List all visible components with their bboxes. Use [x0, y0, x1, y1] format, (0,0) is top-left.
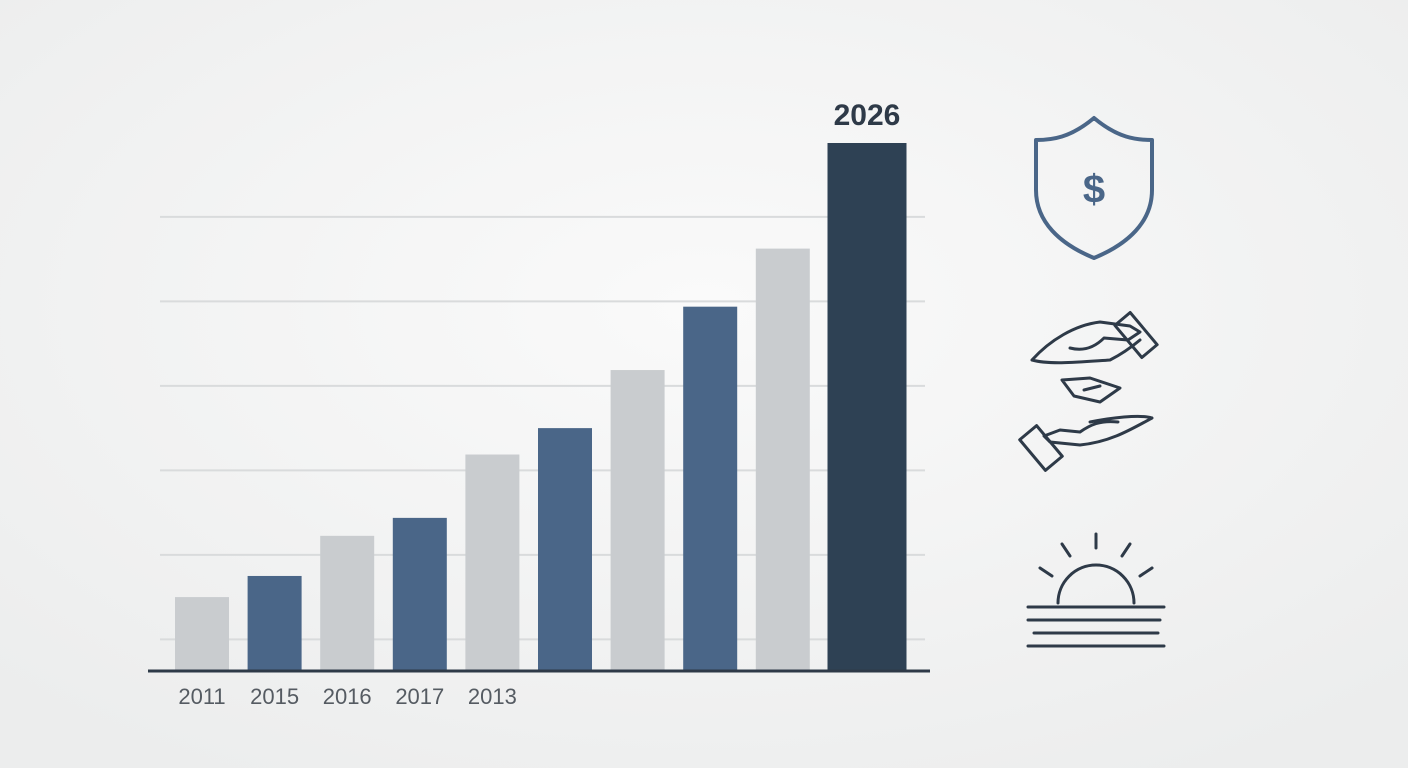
x-tick-label: 2026 [834, 99, 901, 132]
hands-icon [1018, 310, 1159, 472]
bar [392, 517, 447, 671]
x-tick-label: 2015 [250, 684, 299, 709]
bar [755, 248, 810, 671]
bar [827, 143, 907, 671]
bar [247, 575, 302, 671]
sunrise-icon [1026, 532, 1166, 648]
x-tick-label: 2013 [468, 684, 517, 709]
bar [683, 306, 738, 671]
bar [610, 370, 665, 671]
bar [538, 428, 592, 671]
bar [175, 597, 229, 671]
shield-icon: $ [1034, 116, 1154, 260]
svg-text:$: $ [1083, 168, 1105, 212]
x-tick-label: 2016 [323, 684, 372, 709]
bar [465, 454, 520, 671]
bar [320, 535, 375, 671]
x-tick-label: 2011 [178, 684, 225, 709]
x-tick-label: 2017 [395, 684, 444, 709]
